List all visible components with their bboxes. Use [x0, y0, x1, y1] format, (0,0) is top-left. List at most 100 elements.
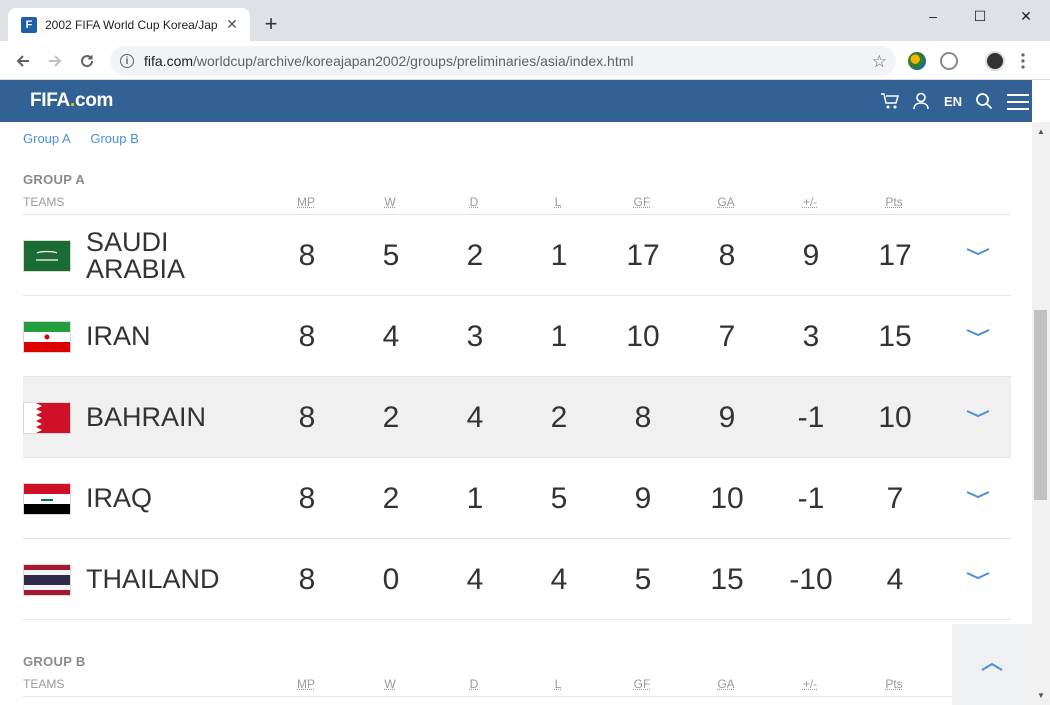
table-row[interactable]: BAHRAIN 8 2 4 2 8 9 -1 10 — [23, 377, 1011, 458]
col-w-header[interactable]: W — [384, 677, 396, 691]
language-selector[interactable]: EN — [944, 93, 963, 109]
scroll-down-arrow-icon[interactable]: ▼ — [1037, 690, 1045, 700]
site-header: FIFA.com EN — [0, 80, 1032, 122]
cell-gf: 9 — [634, 482, 652, 515]
cell-d: 3 — [466, 320, 484, 353]
col-pts-header[interactable]: Pts — [885, 195, 903, 209]
cell-ga: 10 — [710, 482, 744, 515]
cell-pts: 7 — [886, 482, 904, 515]
col-w-header[interactable]: W — [384, 195, 396, 209]
chevron-down-icon[interactable] — [965, 485, 991, 505]
hamburger-menu-icon[interactable] — [1007, 94, 1029, 110]
cell-mp: 8 — [298, 563, 316, 596]
cell-mp: 8 — [298, 401, 316, 434]
cell-l: 1 — [550, 320, 568, 353]
cell-ga: 7 — [718, 320, 736, 353]
cell-pts: 17 — [878, 239, 912, 272]
globe-icon[interactable] — [940, 52, 958, 70]
cell-gf: 17 — [626, 239, 660, 272]
close-window-button[interactable]: ✕ — [1020, 7, 1032, 24]
close-tab-icon[interactable]: ✕ — [226, 16, 238, 32]
cell-gf: 8 — [634, 401, 652, 434]
col-gf-header[interactable]: GF — [633, 677, 651, 691]
col-ga-header[interactable]: GA — [717, 677, 735, 691]
reload-icon[interactable] — [74, 48, 100, 74]
cart-icon[interactable] — [880, 90, 900, 112]
table-row[interactable]: SAUDI ARABIA 8 5 2 1 17 8 9 17 — [23, 215, 1011, 296]
browser-tabstrip: F 2002 FIFA World Cup Korea/Japa ✕ + – ☐… — [0, 0, 1050, 41]
info-icon[interactable]: i — [120, 54, 134, 68]
page-content: Group A Group B GROUP A TEAMS MP W D L G… — [0, 122, 1032, 705]
col-diff-header[interactable]: +/- — [802, 677, 818, 691]
cell-diff: 3 — [802, 320, 820, 353]
cell-d: 1 — [466, 482, 484, 515]
col-mp-header[interactable]: MP — [297, 677, 315, 691]
forward-arrow-icon[interactable] — [42, 48, 68, 74]
col-mp-header[interactable]: MP — [297, 195, 315, 209]
cell-mp: 8 — [298, 482, 316, 515]
cell-pts: 15 — [878, 320, 912, 353]
profile-avatar[interactable] — [985, 51, 1005, 71]
cell-pts: 10 — [878, 401, 912, 434]
table-row[interactable]: THAILAND 8 0 4 4 5 15 -10 4 — [23, 539, 1011, 620]
header-divider — [23, 696, 1011, 697]
cell-d: 2 — [466, 239, 484, 272]
iran-flag-icon — [23, 321, 71, 353]
cell-l: 4 — [550, 563, 568, 596]
col-diff-header[interactable]: +/- — [802, 195, 818, 209]
col-l-header[interactable]: L — [554, 195, 562, 209]
scrollbar-thumb[interactable] — [1034, 310, 1047, 500]
chrome-menu-icon[interactable] — [1021, 53, 1025, 69]
address-bar[interactable]: i fifa.com/worldcup/archive/koreajapan20… — [110, 46, 896, 76]
url-text: fifa.com/worldcup/archive/koreajapan2002… — [144, 53, 634, 69]
browser-toolbar: i fifa.com/worldcup/archive/koreajapan20… — [0, 41, 1050, 80]
group-b-link[interactable]: Group B — [90, 131, 139, 146]
team-name: IRAN — [86, 321, 151, 351]
minimize-button[interactable]: – — [929, 8, 937, 24]
thailand-flag-icon — [23, 564, 71, 596]
cell-ga: 15 — [710, 563, 744, 596]
cell-gf: 5 — [634, 563, 652, 596]
cell-l: 2 — [550, 401, 568, 434]
chevron-down-icon[interactable] — [965, 323, 991, 343]
cell-l: 5 — [550, 482, 568, 515]
bahrain-flag-icon — [23, 402, 71, 434]
group-b-title: GROUP B — [23, 654, 86, 669]
team-name: IRAQ — [86, 483, 153, 513]
user-icon[interactable] — [912, 90, 930, 112]
cell-w: 0 — [382, 563, 400, 596]
chevron-down-icon[interactable] — [965, 566, 991, 586]
new-tab-button[interactable]: + — [264, 11, 278, 36]
bookmark-star-icon[interactable]: ☆ — [871, 52, 887, 71]
cell-w: 4 — [382, 320, 400, 353]
cell-diff: -1 — [797, 482, 825, 515]
teams-header: TEAMS — [23, 195, 65, 209]
maximize-button[interactable]: ☐ — [973, 7, 987, 24]
group-a-link[interactable]: Group A — [23, 131, 71, 146]
chevron-down-icon[interactable] — [965, 404, 991, 424]
chevron-down-icon[interactable] — [965, 242, 991, 262]
browser-tab[interactable]: F 2002 FIFA World Cup Korea/Japa ✕ — [8, 8, 250, 41]
table-row[interactable]: IRAN 8 4 3 1 10 7 3 15 — [23, 296, 1011, 377]
search-icon[interactable] — [975, 90, 993, 112]
col-ga-header[interactable]: GA — [717, 195, 735, 209]
fifa-favicon-icon: F — [21, 16, 37, 33]
col-pts-header[interactable]: Pts — [885, 677, 903, 691]
cell-pts: 4 — [886, 563, 904, 596]
col-d-header[interactable]: D — [469, 677, 479, 691]
saudi-arabia-flag-icon — [23, 240, 71, 272]
team-name: SAUDI ARABIA — [86, 227, 186, 284]
cell-mp: 8 — [298, 320, 316, 353]
scroll-up-arrow-icon[interactable]: ▲ — [1037, 126, 1045, 136]
col-gf-header[interactable]: GF — [633, 195, 651, 209]
fifa-logo[interactable]: FIFA.com — [30, 90, 114, 111]
table-row[interactable]: IRAQ 8 2 1 5 9 10 -1 7 — [23, 458, 1011, 539]
scroll-to-top-button[interactable] — [952, 624, 1032, 705]
cell-w: 2 — [382, 482, 400, 515]
back-arrow-icon[interactable] — [10, 48, 36, 74]
team-name: THAILAND — [86, 564, 220, 594]
cell-w: 5 — [382, 239, 400, 272]
col-l-header[interactable]: L — [554, 677, 562, 691]
extension-icon[interactable] — [908, 52, 926, 70]
col-d-header[interactable]: D — [469, 195, 479, 209]
